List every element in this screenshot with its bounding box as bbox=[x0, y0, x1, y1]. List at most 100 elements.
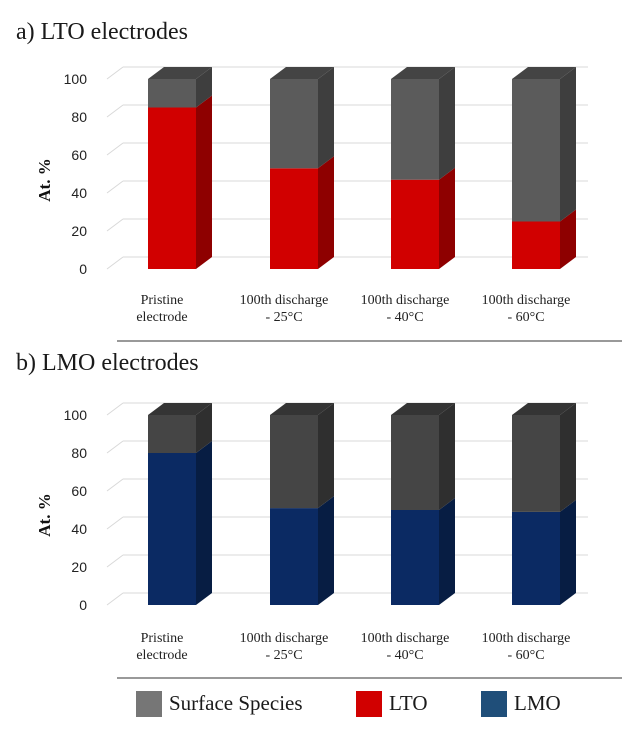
bar-segment bbox=[270, 508, 318, 605]
y-tick-label: 40 bbox=[71, 521, 87, 537]
bar-segment-side bbox=[560, 209, 576, 269]
y-tick-label: 60 bbox=[71, 483, 87, 499]
y-tick-label: 100 bbox=[64, 71, 88, 87]
y-tick-labels: 0 20 40 60 80 100 bbox=[64, 71, 88, 277]
y-axis-label: At. % bbox=[35, 158, 54, 201]
gridline bbox=[106, 440, 124, 454]
x-tick-label: - 60°C bbox=[507, 648, 544, 663]
chart-lmo-electrodes: b) LMO electrodes At. % 0 20 40 60 80 100 Pri… bbox=[16, 350, 588, 663]
bar-segment bbox=[512, 79, 560, 222]
bar-segment bbox=[512, 221, 560, 269]
bar-segment-side bbox=[318, 403, 334, 509]
legend-label: LTO bbox=[389, 691, 428, 715]
gridline bbox=[106, 66, 124, 80]
bar-segment-side bbox=[318, 496, 334, 605]
bar-top bbox=[391, 67, 455, 79]
y-tick-label: 100 bbox=[64, 407, 88, 423]
x-tick-label: 100th discharge bbox=[240, 293, 329, 308]
x-tick-label: - 60°C bbox=[507, 310, 544, 325]
bar-segment bbox=[391, 510, 439, 605]
gridline bbox=[106, 218, 124, 232]
x-tick-label: - 25°C bbox=[265, 310, 302, 325]
x-tick-label: - 40°C bbox=[386, 310, 423, 325]
bar-segment bbox=[270, 168, 318, 269]
bar-segment bbox=[270, 415, 318, 509]
x-tick-label: Pristine bbox=[141, 631, 184, 646]
y-axis-label: At. % bbox=[35, 493, 54, 536]
bar-segment-side bbox=[196, 95, 212, 269]
chart-lto-electrodes: a) LTO electrodes At. % 0 20 40 60 80 100 Pri… bbox=[16, 19, 588, 325]
bar-top bbox=[148, 67, 212, 79]
bars bbox=[148, 403, 576, 605]
legend-swatch bbox=[356, 691, 382, 717]
x-tick-label: electrode bbox=[136, 310, 187, 325]
legend-label: LMO bbox=[514, 691, 561, 715]
gridline bbox=[106, 180, 124, 194]
gridline bbox=[106, 256, 124, 270]
bar-segment bbox=[512, 415, 560, 512]
bar-top bbox=[270, 403, 334, 415]
x-tick-label: 100th discharge bbox=[482, 631, 571, 646]
bar-segment-side bbox=[439, 403, 455, 510]
gridline bbox=[106, 402, 124, 416]
bar-top bbox=[512, 403, 576, 415]
bar-segment bbox=[270, 79, 318, 169]
y-tick-label: 80 bbox=[71, 109, 87, 125]
bar-segment-side bbox=[196, 441, 212, 605]
x-tick-label: 100th discharge bbox=[361, 293, 450, 308]
bar-segment bbox=[148, 107, 196, 269]
gridline bbox=[106, 592, 124, 606]
legend-label: Surface Species bbox=[169, 691, 303, 715]
bars bbox=[148, 67, 576, 269]
bar-segment-side bbox=[560, 499, 576, 605]
bar-segment bbox=[148, 453, 196, 605]
y-tick-label: 0 bbox=[79, 261, 87, 277]
bar-segment bbox=[148, 415, 196, 453]
bar-segment-side bbox=[196, 67, 212, 108]
legend-swatch bbox=[481, 691, 507, 717]
bar-segment bbox=[391, 179, 439, 269]
y-tick-label: 20 bbox=[71, 559, 87, 575]
x-tick-label: electrode bbox=[136, 648, 187, 663]
x-tick-label: 100th discharge bbox=[240, 631, 329, 646]
legend: Surface Species LTO LMO bbox=[136, 691, 561, 717]
x-tick-label: - 25°C bbox=[265, 648, 302, 663]
x-tick-label: 100th discharge bbox=[361, 631, 450, 646]
bar-segment-side bbox=[439, 167, 455, 269]
x-tick-label: - 40°C bbox=[386, 648, 423, 663]
chart-title: a) LTO electrodes bbox=[16, 19, 188, 45]
bar-top bbox=[391, 403, 455, 415]
bar-segment-side bbox=[439, 498, 455, 605]
x-tick-label: 100th discharge bbox=[482, 293, 571, 308]
bar-segment-side bbox=[318, 156, 334, 269]
x-tick-label: Pristine bbox=[141, 293, 184, 308]
gridline bbox=[106, 104, 124, 118]
x-tick-labels: Pristine electrode 100th discharge - 25°C 10… bbox=[136, 293, 570, 325]
y-tick-label: 40 bbox=[71, 185, 87, 201]
bar-top bbox=[270, 67, 334, 79]
bar-segment bbox=[148, 79, 196, 108]
bar-segment bbox=[391, 415, 439, 510]
gridline bbox=[106, 478, 124, 492]
bar-segment-side bbox=[560, 67, 576, 222]
gridline bbox=[106, 554, 124, 568]
bar-segment-side bbox=[560, 403, 576, 512]
x-tick-labels: Pristine electrode 100th discharge - 25°C 10… bbox=[136, 631, 570, 663]
gridline bbox=[106, 516, 124, 530]
y-tick-label: 20 bbox=[71, 223, 87, 239]
bar-top bbox=[148, 403, 212, 415]
bar-segment-side bbox=[196, 403, 212, 453]
gridline bbox=[106, 142, 124, 156]
bar-segment-side bbox=[318, 67, 334, 169]
legend-swatch bbox=[136, 691, 162, 717]
y-tick-label: 80 bbox=[71, 445, 87, 461]
bar-segment bbox=[512, 511, 560, 605]
y-tick-label: 0 bbox=[79, 597, 87, 613]
y-tick-label: 60 bbox=[71, 147, 87, 163]
bar-segment-side bbox=[439, 67, 455, 180]
y-tick-labels: 0 20 40 60 80 100 bbox=[64, 407, 88, 613]
bar-top bbox=[512, 67, 576, 79]
bar-segment bbox=[391, 79, 439, 180]
chart-title: b) LMO electrodes bbox=[16, 350, 199, 376]
